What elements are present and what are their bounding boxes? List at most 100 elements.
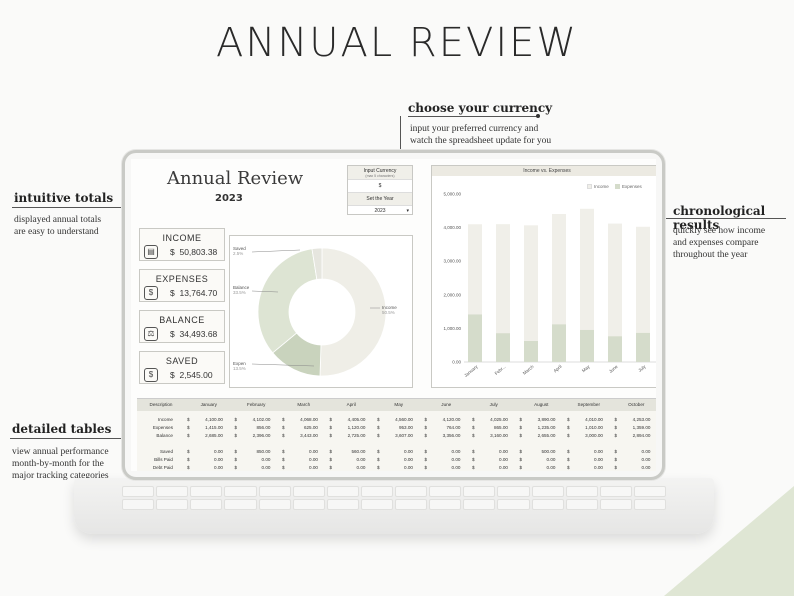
card-amount: $ 13,764.70 (170, 288, 218, 298)
table-currency-symbol: $ (614, 457, 618, 462)
donut-chart (251, 247, 387, 377)
bar-expenses (580, 329, 594, 362)
y-tick-label: 4,000.00 (443, 225, 461, 230)
table-header-cell: January (200, 402, 217, 407)
table-currency-symbol: $ (377, 433, 380, 438)
keyboard-key (565, 486, 598, 497)
table-cell-value: 0.00 (214, 457, 223, 462)
currency-input[interactable]: $ (348, 180, 412, 193)
table-currency-symbol: $ (282, 449, 285, 454)
table-currency-symbol: $ (614, 465, 618, 470)
bar-expenses (608, 336, 622, 362)
y-tick-label: 3,000.00 (443, 259, 461, 264)
table-currency-symbol: $ (377, 417, 380, 422)
table-currency-symbol: $ (329, 417, 333, 422)
callout-totals-underline (12, 207, 152, 208)
callout-chrono-title: chronological results (673, 204, 766, 232)
card-amount: $ 50,803.38 (170, 247, 218, 257)
keyboard-key (326, 499, 359, 510)
bar-expenses (496, 333, 510, 362)
legend-expenses: Expenses (622, 184, 642, 189)
table-row-label: Income (157, 417, 173, 422)
table-cell-value: 0.00 (499, 449, 508, 454)
card-label: BALANCE (159, 315, 205, 325)
table-cell-value: 1,359.00 (632, 425, 651, 430)
table-currency-symbol: $ (424, 425, 428, 430)
table-currency-symbol: $ (234, 457, 238, 462)
table-header-cell: Description (149, 402, 173, 407)
table-currency-symbol: $ (567, 433, 570, 438)
x-tick-label: June (608, 364, 619, 374)
keyboard-key (395, 499, 428, 510)
currency-settings: Input Currency (max 5 characters) $ Set … (347, 165, 413, 215)
x-tick-label: April (553, 364, 563, 374)
page-title: ANNUAL REVIEW (216, 20, 578, 66)
table-currency-symbol: $ (424, 417, 428, 422)
laptop-keyboard (122, 486, 666, 510)
year-select[interactable]: 2023 ▾ (348, 206, 412, 216)
table-currency-symbol: $ (614, 425, 618, 430)
table-cell-value: 0.00 (404, 457, 413, 462)
table-currency-symbol: $ (329, 433, 333, 438)
keyboard-key (156, 499, 189, 510)
callout-chrono-desc-2: and expenses compare (673, 238, 759, 248)
keyboard-key (565, 499, 598, 510)
keyboard-key (497, 499, 530, 510)
bar-expenses (524, 341, 538, 362)
table-currency-symbol: $ (472, 433, 475, 438)
callout-currency-underline (408, 116, 538, 117)
keyboard-key (292, 486, 325, 497)
table-currency-symbol: $ (614, 449, 618, 454)
table-currency-symbol: $ (377, 425, 380, 430)
table-cell-value: 0.00 (594, 449, 603, 454)
legend-swatch-income (587, 184, 592, 189)
table-currency-symbol: $ (282, 433, 285, 438)
x-tick-label: January (463, 363, 479, 378)
donut-label-saved: Saved 2.5% (233, 246, 246, 256)
table-currency-symbol: $ (519, 417, 523, 422)
table-row-label: Expenses (152, 425, 173, 430)
table-cell-value: 1,120.00 (347, 425, 366, 430)
table-cell-value: 0.00 (261, 465, 271, 470)
donut-leader-line (251, 290, 279, 293)
keyboard-key (599, 499, 632, 510)
card-label: EXPENSES (155, 274, 209, 284)
callout-chrono-underline (632, 218, 786, 219)
table-currency-symbol: $ (424, 465, 428, 470)
table-cell-value: 1,010.00 (585, 425, 603, 430)
callout-totals-desc-1: displayed annual totals (14, 215, 102, 225)
keyboard-key (633, 499, 666, 510)
table-cell-value: 625.00 (303, 425, 318, 430)
table-cell-value: 865.00 (493, 425, 508, 430)
table-cell-value: 4,025.00 (490, 417, 508, 422)
keyboard-key (599, 486, 632, 497)
table-currency-symbol: $ (187, 457, 190, 462)
callout-connector (400, 116, 401, 183)
table-row-label: Saved (159, 449, 173, 454)
table-cell-value: 1,415.00 (205, 425, 223, 430)
currency-subheader: (max 5 characters) (365, 174, 395, 178)
table-currency-symbol: $ (329, 457, 333, 462)
income-vs-expenses-chart-panel: Income vs. Expenses Income Expenses 5,00… (431, 165, 656, 388)
table-cell-value: 3,160.00 (490, 433, 508, 438)
keyboard-key (190, 499, 223, 510)
donut-slice-saved (311, 247, 323, 280)
keyboard-key (292, 499, 325, 510)
table-currency-symbol: $ (567, 417, 570, 422)
callout-tables-underline (10, 438, 160, 439)
table-currency-symbol: $ (472, 465, 475, 470)
table-cell-value: 764.00 (446, 425, 461, 430)
table-cell-value: 856.00 (256, 425, 271, 430)
bar-expenses (636, 332, 650, 362)
bar-income (524, 225, 538, 362)
callout-currency-desc-1: input your preferred currency and (410, 124, 539, 134)
table-cell-value: 0.00 (546, 457, 556, 462)
table-cell-value: 0.00 (499, 457, 508, 462)
table-cell-value: 2,655.00 (537, 433, 556, 438)
keyboard-key (463, 499, 496, 510)
keyboard-key (531, 499, 564, 510)
legend-swatch-expenses (615, 184, 621, 189)
donut-leader-line (251, 249, 301, 253)
laptop-screen: Annual Review 2023 Input Currency (max 5… (122, 150, 665, 480)
table-cell-value: 0.00 (309, 465, 318, 470)
